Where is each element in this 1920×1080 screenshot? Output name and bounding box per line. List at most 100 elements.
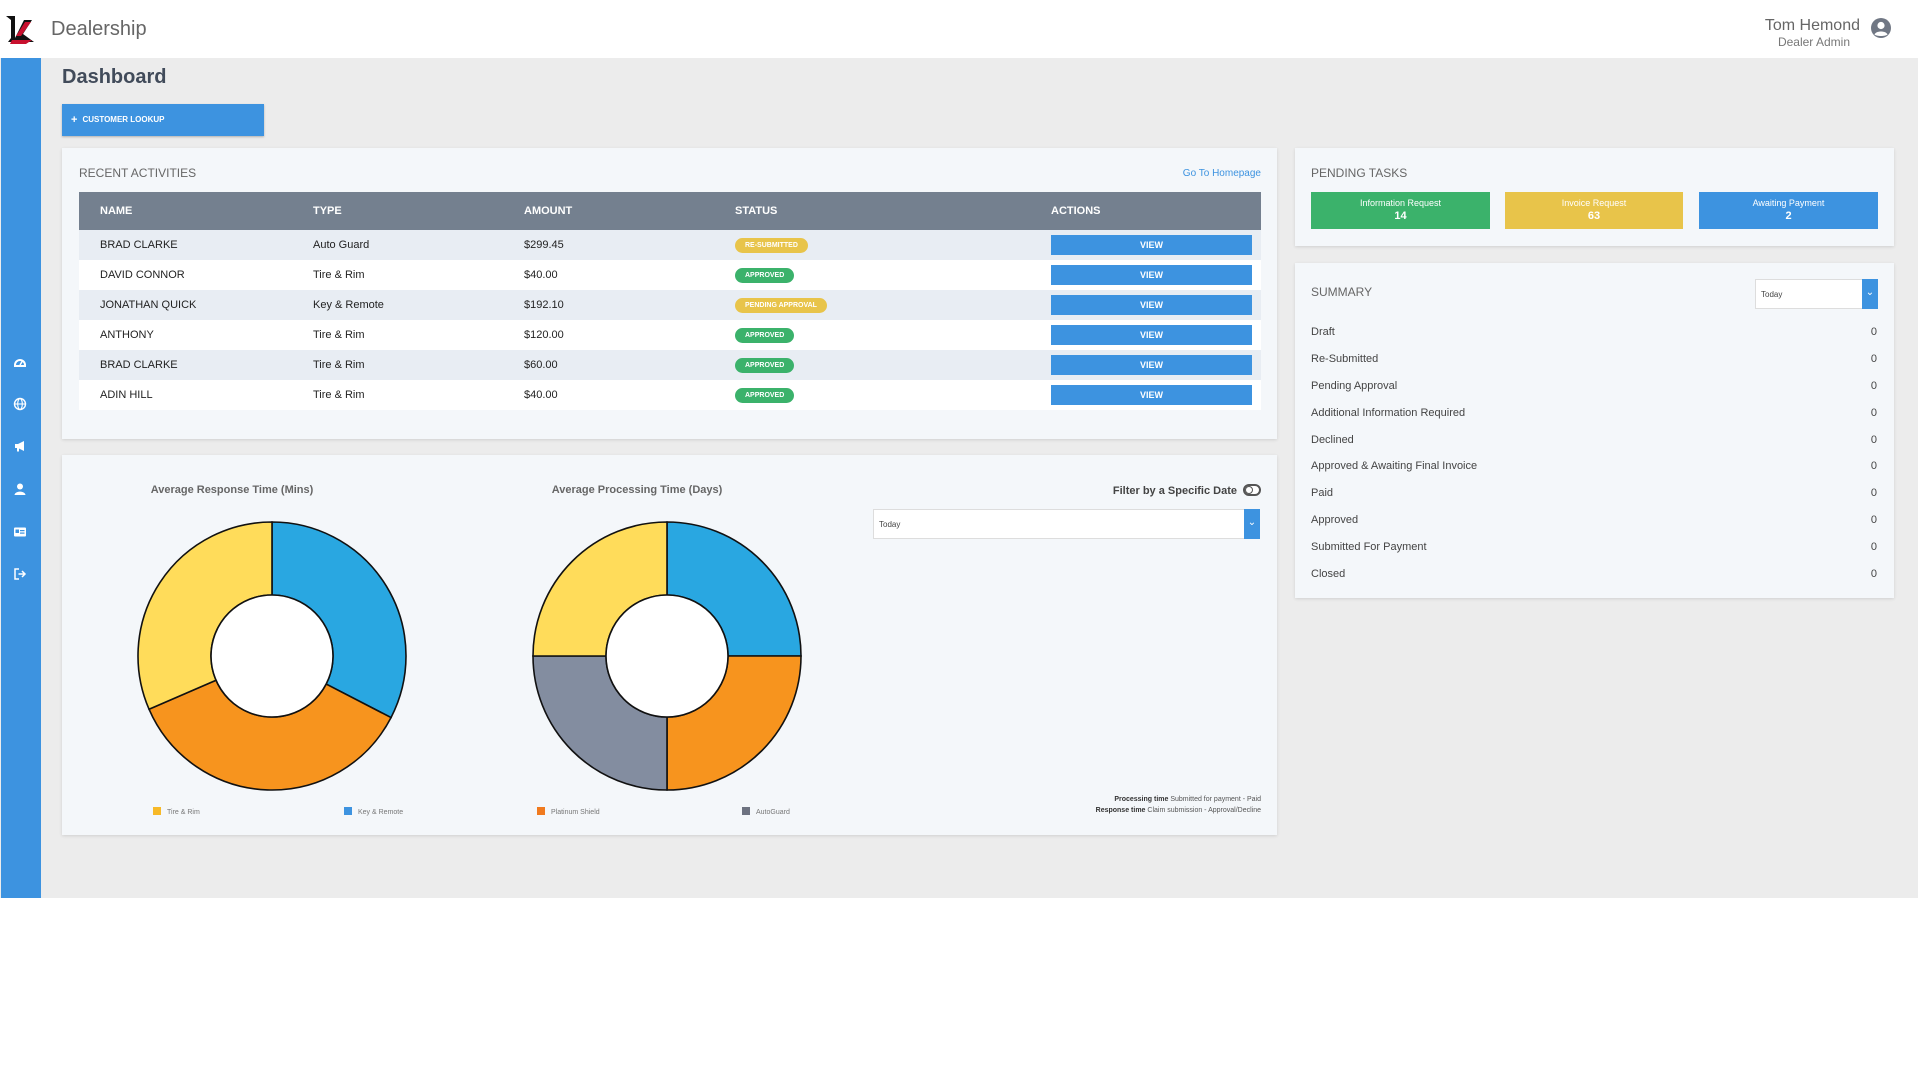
view-button[interactable]: VIEW bbox=[1051, 355, 1252, 375]
table-row: BRAD CLARKE Tire & Rim $60.00 APPROVED V… bbox=[79, 350, 1261, 380]
view-button[interactable]: VIEW bbox=[1051, 325, 1252, 345]
cell-amount: $60.00 bbox=[503, 350, 714, 380]
summary-label: Re-Submitted bbox=[1311, 353, 1379, 365]
recent-activities-table: NAME TYPE AMOUNT STATUS ACTIONS BRAD CLA… bbox=[79, 192, 1261, 410]
cell-type: Tire & Rim bbox=[292, 350, 503, 380]
cell-type: Key & Remote bbox=[292, 290, 503, 320]
column-header-name: NAME bbox=[79, 192, 292, 230]
megaphone-icon[interactable] bbox=[13, 439, 27, 453]
go-to-homepage-link[interactable]: Go To Homepage bbox=[1182, 168, 1261, 179]
view-button[interactable]: VIEW bbox=[1051, 385, 1252, 405]
user-icon[interactable] bbox=[13, 482, 27, 496]
summary-label: Paid bbox=[1311, 487, 1334, 499]
filter-by-date-toggle[interactable] bbox=[1243, 484, 1261, 496]
cell-type: Tire & Rim bbox=[292, 320, 503, 350]
view-button[interactable]: VIEW bbox=[1051, 295, 1252, 315]
task-count: 2 bbox=[1785, 210, 1792, 223]
summary-label: Submitted For Payment bbox=[1311, 541, 1427, 553]
globe-icon[interactable] bbox=[13, 397, 27, 411]
legend-swatch bbox=[344, 807, 352, 815]
summary-label: Draft bbox=[1311, 326, 1335, 338]
cell-amount: $192.10 bbox=[503, 290, 714, 320]
summary-value: 0 bbox=[1870, 434, 1877, 446]
summary-period-select[interactable]: Today ⌄ bbox=[1755, 279, 1878, 309]
cell-status: APPROVED bbox=[714, 260, 1030, 290]
donut-hole bbox=[605, 594, 729, 718]
task-label: Awaiting Payment bbox=[1752, 198, 1825, 208]
summary-label: Additional Information Required bbox=[1311, 407, 1466, 419]
task-count: 63 bbox=[1587, 210, 1601, 223]
chart-date-select[interactable]: Today ⌄ bbox=[873, 509, 1260, 539]
legend-item-key-remote: Key & Remote bbox=[344, 807, 403, 816]
status-badge: APPROVED bbox=[735, 387, 795, 403]
task-awaiting-payment[interactable]: Awaiting Payment 2 bbox=[1699, 192, 1878, 229]
footnote-text: Claim submission - Approval/Decline bbox=[1147, 807, 1261, 814]
cell-status: APPROVED bbox=[714, 320, 1030, 350]
cell-amount: $40.00 bbox=[503, 380, 714, 410]
cell-status: RE-SUBMITTED bbox=[714, 230, 1030, 260]
user-name: Tom Hemond bbox=[1764, 17, 1860, 34]
recent-activities-title: RECENT ACTIVITIES bbox=[79, 166, 197, 180]
task-invoice-request[interactable]: Invoice Request 63 bbox=[1505, 192, 1683, 229]
summary-period-select-value: Today bbox=[1761, 290, 1783, 299]
summary-value: 0 bbox=[1870, 514, 1877, 526]
legend-label: AutoGuard bbox=[756, 809, 790, 816]
chart-date-select-value: Today bbox=[879, 520, 901, 529]
legend-item-autoguard: AutoGuard bbox=[742, 807, 790, 816]
donut-hole bbox=[210, 594, 334, 718]
status-badge: APPROVED bbox=[735, 357, 795, 373]
customer-lookup-button[interactable]: + CUSTOMER LOOKUP bbox=[62, 104, 264, 136]
summary-row-declined: Declined 0 bbox=[1311, 434, 1877, 448]
cell-actions: VIEW bbox=[1030, 350, 1261, 380]
cell-name: ANTHONY bbox=[79, 320, 292, 350]
summary-value: 0 bbox=[1870, 353, 1877, 365]
summary-row-submitted-for-payment: Submitted For Payment 0 bbox=[1311, 541, 1877, 555]
user-avatar-icon[interactable] bbox=[1870, 17, 1892, 39]
dealership-logo bbox=[6, 16, 34, 44]
view-button[interactable]: VIEW bbox=[1051, 235, 1252, 255]
legend-label: Key & Remote bbox=[358, 809, 404, 816]
legend-swatch bbox=[153, 807, 161, 815]
summary-value: 0 bbox=[1870, 568, 1877, 580]
cell-status: PENDING APPROVAL bbox=[714, 290, 1030, 320]
customer-lookup-label: CUSTOMER LOOKUP bbox=[82, 115, 165, 124]
view-button[interactable]: VIEW bbox=[1051, 265, 1252, 285]
summary-value: 0 bbox=[1870, 380, 1877, 392]
cell-actions: VIEW bbox=[1030, 380, 1261, 410]
cell-actions: VIEW bbox=[1030, 320, 1261, 350]
summary-row-additional-information: Additional Information Required 0 bbox=[1311, 407, 1877, 421]
summary-label: Approved & Awaiting Final Invoice bbox=[1311, 460, 1478, 472]
summary-row-pending-approval: Pending Approval 0 bbox=[1311, 380, 1877, 394]
cell-name: BRAD CLARKE bbox=[79, 230, 292, 260]
id-card-icon[interactable] bbox=[13, 525, 27, 539]
footnote-label: Response time bbox=[1095, 807, 1146, 814]
cell-status: APPROVED bbox=[714, 350, 1030, 380]
cell-name: BRAD CLARKE bbox=[79, 350, 292, 380]
cell-name: ADIN HILL bbox=[79, 380, 292, 410]
summary-value: 0 bbox=[1870, 326, 1877, 338]
summary-row-re-submitted: Re-Submitted 0 bbox=[1311, 353, 1877, 367]
legend-item-tire-rim: Tire & Rim bbox=[153, 807, 200, 816]
legend-swatch bbox=[742, 807, 750, 815]
footnote-text: Submitted for payment - Paid bbox=[1170, 796, 1261, 803]
summary-row-paid: Paid 0 bbox=[1311, 487, 1877, 501]
task-label: Information Request bbox=[1359, 198, 1442, 208]
cell-actions: VIEW bbox=[1030, 260, 1261, 290]
sign-out-icon[interactable] bbox=[13, 567, 27, 581]
summary-card: SUMMARY Today ⌄ Draft 0 Re-Submitted 0 Pen… bbox=[1295, 263, 1894, 598]
cell-type: Tire & Rim bbox=[292, 260, 503, 290]
user-menu[interactable]: Tom Hemond Dealer Admin bbox=[1764, 17, 1860, 49]
chevron-down-icon: ⌄ bbox=[1862, 279, 1878, 309]
response-time-chart-title: Average Response Time (Mins) bbox=[150, 484, 314, 496]
summary-label: Declined bbox=[1311, 434, 1354, 446]
summary-row-closed: Closed 0 bbox=[1311, 568, 1877, 582]
processing-time-footnote: Processing time Submitted for payment - … bbox=[1114, 796, 1261, 803]
legend-label: Platinum Shield bbox=[551, 809, 600, 816]
dashboard-icon[interactable] bbox=[13, 355, 27, 369]
cell-amount: $120.00 bbox=[503, 320, 714, 350]
task-information-request[interactable]: Information Request 14 bbox=[1311, 192, 1490, 229]
summary-row-approved-awaiting-invoice: Approved & Awaiting Final Invoice 0 bbox=[1311, 460, 1877, 474]
top-bar: Dealership Tom Hemond Dealer Admin bbox=[0, 0, 1918, 58]
summary-value: 0 bbox=[1870, 407, 1877, 419]
column-header-actions: ACTIONS bbox=[1030, 192, 1261, 230]
